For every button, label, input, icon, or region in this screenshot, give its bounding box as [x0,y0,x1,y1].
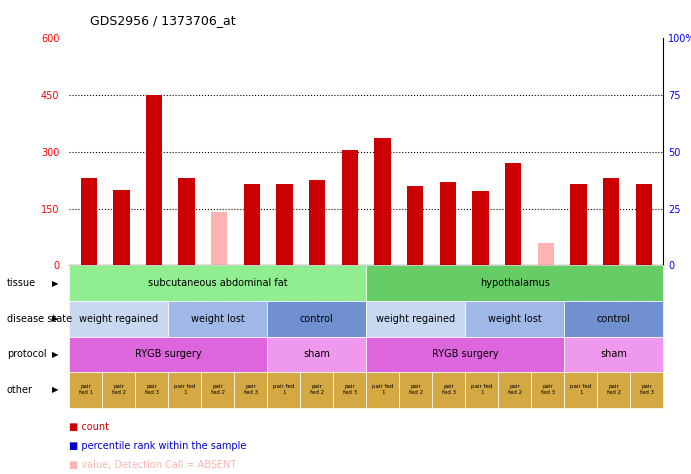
Bar [342,150,358,265]
Text: pair
fed 2: pair fed 2 [111,384,126,395]
Text: ■ percentile rank within the sample: ■ percentile rank within the sample [69,440,247,451]
Text: subcutaneous abdominal fat: subcutaneous abdominal fat [148,278,287,288]
Text: GDS2956 / 1373706_at: GDS2956 / 1373706_at [90,14,236,27]
Bar [538,243,554,265]
Bar [570,184,587,265]
Bar [636,184,652,265]
Bar [407,186,424,265]
Text: sham: sham [600,349,627,359]
Bar [81,178,97,265]
Bar [603,178,619,265]
Text: pair
fed 2: pair fed 2 [408,384,423,395]
Bar [146,95,162,265]
Text: RYGB surgery: RYGB surgery [432,349,499,359]
Text: pair
fed 2: pair fed 2 [310,384,324,395]
Text: other: other [7,385,33,395]
Text: sham: sham [303,349,330,359]
Text: ▶: ▶ [52,385,58,394]
Text: pair
fed 3: pair fed 3 [640,384,654,395]
Bar [473,191,489,265]
Text: pair
fed 3: pair fed 3 [442,384,456,395]
Text: ■ count: ■ count [69,421,109,432]
Text: weight regained: weight regained [376,314,455,324]
Text: control: control [597,314,631,324]
Text: pair
fed 3: pair fed 3 [144,384,159,395]
Text: pair fed
1: pair fed 1 [471,384,493,395]
Bar [244,184,260,265]
Text: pair fed
1: pair fed 1 [372,384,393,395]
Text: control: control [300,314,334,324]
Bar [439,182,456,265]
Text: protocol: protocol [7,349,46,359]
Text: pair
fed 2: pair fed 2 [508,384,522,395]
Text: weight regained: weight regained [79,314,158,324]
Text: ■ value, Detection Call = ABSENT: ■ value, Detection Call = ABSENT [69,459,236,470]
Text: pair
fed 2: pair fed 2 [607,384,621,395]
Text: tissue: tissue [7,278,36,288]
Text: pair
fed 3: pair fed 3 [244,384,258,395]
Text: pair
fed 1: pair fed 1 [79,384,93,395]
Text: pair
fed 2: pair fed 2 [211,384,225,395]
Bar [309,180,325,265]
Text: pair fed
1: pair fed 1 [570,384,591,395]
Bar [276,184,293,265]
Text: pair
fed 3: pair fed 3 [343,384,357,395]
Text: hypothalamus: hypothalamus [480,278,550,288]
Text: RYGB surgery: RYGB surgery [135,349,202,359]
Text: weight lost: weight lost [488,314,542,324]
Text: disease state: disease state [7,314,72,324]
Bar [178,178,195,265]
Text: weight lost: weight lost [191,314,245,324]
Bar [113,190,129,265]
Bar [211,212,227,265]
Bar [505,163,521,265]
Bar [375,138,390,265]
Text: pair fed
1: pair fed 1 [273,384,294,395]
Text: pair fed
1: pair fed 1 [174,384,196,395]
Text: ▶: ▶ [52,350,58,359]
Text: pair
fed 3: pair fed 3 [541,384,555,395]
Text: ▶: ▶ [52,314,58,323]
Text: ▶: ▶ [52,279,58,288]
